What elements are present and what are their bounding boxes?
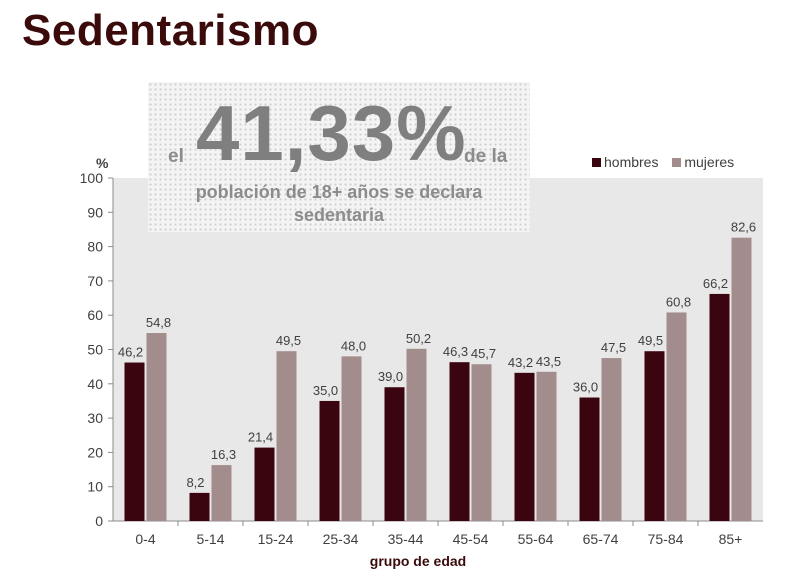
data-label-hombres: 35,0 xyxy=(313,383,338,398)
bar-hombres xyxy=(254,447,275,521)
page-title: Sedentarismo xyxy=(22,6,319,55)
x-tick-label: 75-84 xyxy=(648,531,684,547)
y-tick-label: 100 xyxy=(80,170,104,186)
data-label-hombres: 46,3 xyxy=(443,344,468,359)
legend-item-mujeres: mujeres xyxy=(672,154,734,170)
y-tick-label: 90 xyxy=(87,204,103,220)
y-tick-label: 0 xyxy=(95,513,103,529)
callout-value: 41,33% xyxy=(196,89,467,177)
bar-hombres xyxy=(579,397,600,521)
data-label-mujeres: 48,0 xyxy=(341,338,366,353)
bar-hombres xyxy=(449,362,470,521)
callout-prefix: el xyxy=(168,146,184,167)
x-tick-label: 5-14 xyxy=(196,531,224,547)
x-tick-label: 45-54 xyxy=(453,531,489,547)
callout-suffix: de la xyxy=(464,146,508,167)
bar-hombres xyxy=(384,387,405,521)
data-label-mujeres: 60,8 xyxy=(666,294,691,309)
x-tick-label: 65-74 xyxy=(583,531,619,547)
data-label-hombres: 8,2 xyxy=(186,475,204,490)
y-axis-title: % xyxy=(96,155,109,171)
bar-mujeres xyxy=(276,351,297,521)
y-tick-label: 40 xyxy=(87,376,103,392)
data-label-mujeres: 43,5 xyxy=(536,354,561,369)
data-label-mujeres: 45,7 xyxy=(471,346,496,361)
bar-mujeres xyxy=(666,312,687,521)
legend-label-mujeres: mujeres xyxy=(684,154,735,170)
data-label-hombres: 21,4 xyxy=(248,430,273,445)
bar-mujeres xyxy=(601,358,622,521)
data-label-mujeres: 50,2 xyxy=(406,331,431,346)
x-tick-label: 35-44 xyxy=(388,531,424,547)
bar-mujeres xyxy=(731,237,752,521)
bar-mujeres xyxy=(471,364,492,521)
y-tick-label: 10 xyxy=(87,479,103,495)
bar-hombres xyxy=(319,400,340,521)
data-label-hombres: 43,2 xyxy=(508,355,533,370)
data-label-hombres: 39,0 xyxy=(378,369,403,384)
data-label-hombres: 66,2 xyxy=(703,276,728,291)
data-label-hombres: 36,0 xyxy=(573,380,598,395)
y-tick-label: 30 xyxy=(87,410,103,426)
data-label-mujeres: 82,6 xyxy=(731,220,756,235)
callout-line-2: población de 18+ años se declara xyxy=(195,182,483,202)
data-label-mujeres: 47,5 xyxy=(601,340,626,355)
bar-hombres xyxy=(124,362,145,521)
bar-hombres xyxy=(514,372,535,521)
y-tick-label: 50 xyxy=(87,342,103,358)
bar-mujeres xyxy=(341,356,362,521)
legend-label-hombres: hombres xyxy=(604,154,659,170)
data-label-hombres: 49,5 xyxy=(638,333,663,348)
x-tick-label: 0-4 xyxy=(135,531,155,547)
y-tick-label: 60 xyxy=(87,307,103,323)
legend-swatch-mujeres xyxy=(672,158,682,167)
callout-line-3: sedentaria xyxy=(293,205,385,225)
bar-hombres xyxy=(709,293,730,521)
data-label-hombres: 46,2 xyxy=(118,345,143,360)
bar-mujeres xyxy=(211,465,232,521)
legend-item-hombres: hombres xyxy=(592,154,662,170)
y-tick-label: 20 xyxy=(87,444,103,460)
bar-mujeres xyxy=(146,333,167,521)
x-tick-label: 25-34 xyxy=(323,531,359,547)
y-tick-label: 70 xyxy=(87,273,103,289)
bar-hombres xyxy=(189,492,210,521)
data-label-mujeres: 54,8 xyxy=(146,315,171,330)
bar-mujeres xyxy=(536,371,557,521)
x-tick-label: 15-24 xyxy=(258,531,294,547)
highlight-callout: el 41,33% de la población de 18+ años se… xyxy=(148,82,530,232)
bar-hombres xyxy=(644,351,665,521)
data-label-mujeres: 49,5 xyxy=(276,333,301,348)
chart-legend: hombres mujeres xyxy=(592,154,744,170)
x-tick-label: 85+ xyxy=(719,531,743,547)
bar-mujeres xyxy=(406,348,427,521)
legend-swatch-hombres xyxy=(592,158,601,167)
x-tick-label: 55-64 xyxy=(518,531,554,547)
x-axis-title: grupo de edad xyxy=(370,553,466,569)
data-label-mujeres: 16,3 xyxy=(211,447,236,462)
y-tick-label: 80 xyxy=(87,239,103,255)
